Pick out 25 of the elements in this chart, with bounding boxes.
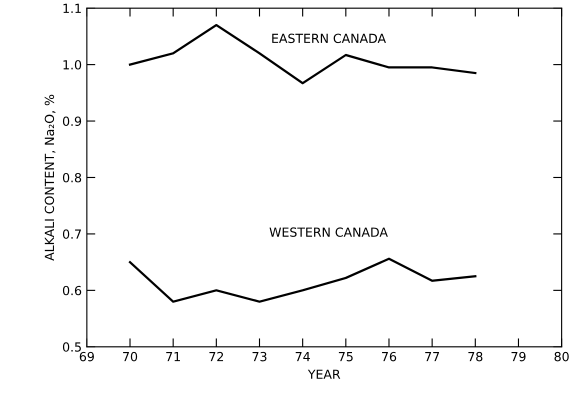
y-tick-label: 0.5 bbox=[62, 342, 81, 352]
x-tick-label: 73 bbox=[252, 352, 266, 362]
series-label: WESTERN CANADA bbox=[270, 227, 388, 237]
x-tick-label: 80 bbox=[554, 352, 569, 362]
line-series bbox=[128, 24, 476, 84]
y-tick-label: 1.0 bbox=[63, 60, 82, 70]
y-tick-label: 0.9 bbox=[62, 116, 82, 126]
y-tick-label: 0.7 bbox=[62, 229, 81, 239]
x-axis-title: YEAR bbox=[308, 370, 340, 379]
x-tick-label: 76 bbox=[382, 352, 396, 362]
x-tick-label: 77 bbox=[425, 352, 440, 362]
series-label: EASTERN CANADA bbox=[272, 34, 386, 44]
x-tick-label: 70 bbox=[123, 352, 138, 362]
y-axis-title: ALKALI CONTENT, Na₂O, % bbox=[44, 94, 56, 261]
line-series bbox=[128, 258, 476, 303]
x-tick-label: 71 bbox=[166, 352, 180, 362]
y-tick-label: 1.1 bbox=[63, 4, 81, 13]
x-tick-label: 74 bbox=[296, 352, 310, 362]
y-tick-label: 0.8 bbox=[62, 172, 82, 182]
x-tick-label: 78 bbox=[468, 352, 482, 362]
x-tick-label: 72 bbox=[209, 352, 224, 362]
x-tick-label: 79 bbox=[512, 352, 526, 362]
x-tick-label: 75 bbox=[338, 352, 353, 362]
y-tick-label: 0.6 bbox=[62, 286, 82, 296]
x-tick-label: 69 bbox=[80, 352, 94, 362]
